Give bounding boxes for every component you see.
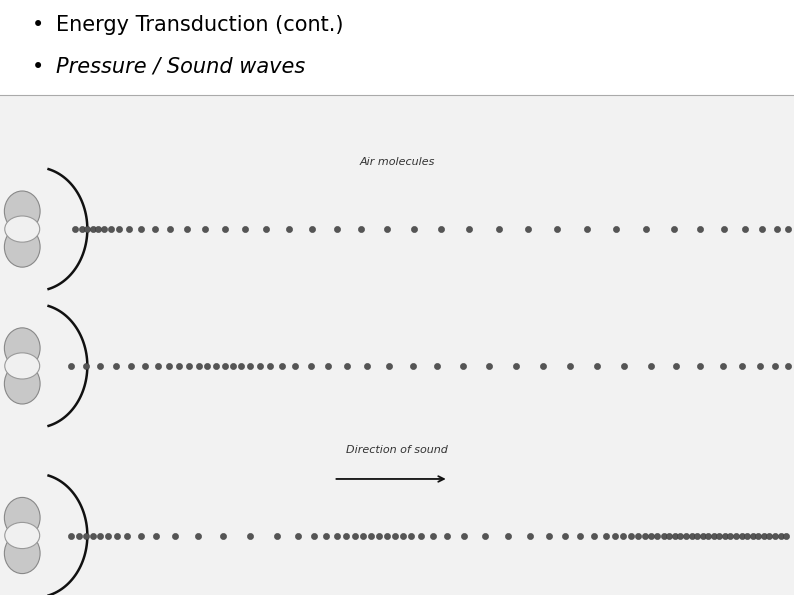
Bar [0,434,794,595]
Text: •: • [32,15,44,35]
Text: Pressure / Sound waves: Pressure / Sound waves [56,57,305,77]
Ellipse shape [5,364,40,404]
Bar [0,262,794,434]
Ellipse shape [5,227,40,267]
Circle shape [5,522,40,549]
Text: Energy Transduction (cont.): Energy Transduction (cont.) [56,15,343,35]
Ellipse shape [5,497,40,538]
Text: Direction of sound: Direction of sound [346,445,448,455]
Text: •: • [32,57,44,77]
Text: Air molecules: Air molecules [360,156,434,167]
Circle shape [5,353,40,379]
Circle shape [5,216,40,242]
Ellipse shape [5,191,40,231]
Ellipse shape [5,328,40,368]
Bar [0,95,794,262]
Ellipse shape [5,533,40,574]
